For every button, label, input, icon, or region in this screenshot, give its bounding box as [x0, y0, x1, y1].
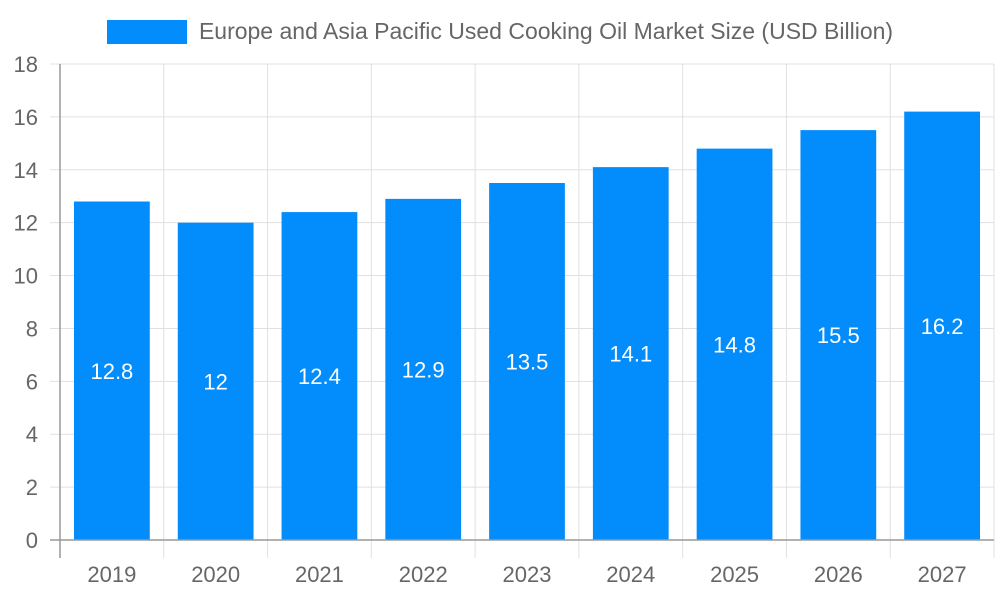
bar-2019[interactable]: [74, 201, 150, 540]
data-label: 12.4: [298, 364, 341, 389]
data-label: 16.2: [921, 314, 964, 339]
x-tick-label: 2019: [87, 562, 136, 587]
y-tick-label: 0: [26, 528, 38, 553]
bar-2026[interactable]: [800, 130, 877, 540]
data-label: 12.8: [90, 359, 133, 384]
x-tick-label: 2020: [191, 562, 240, 587]
bar-2021[interactable]: [281, 212, 358, 541]
y-tick-label: 18: [14, 52, 38, 77]
y-tick-label: 4: [26, 422, 38, 447]
y-tick-label: 16: [14, 105, 38, 130]
data-label: 12.9: [402, 357, 445, 382]
chart-legend: Europe and Asia Pacific Used Cooking Oil…: [0, 18, 1000, 45]
x-tick-label: 2023: [503, 562, 552, 587]
data-label: 12: [203, 369, 227, 394]
data-label: 14.1: [609, 342, 652, 367]
bar-2023[interactable]: [489, 183, 565, 540]
x-tick-label: 2026: [814, 562, 863, 587]
y-tick-label: 14: [14, 158, 38, 183]
data-label: 14.8: [713, 332, 756, 357]
y-tick-label: 10: [14, 264, 38, 289]
y-tick-label: 8: [26, 316, 38, 341]
data-label: 15.5: [817, 323, 860, 348]
bar-2024[interactable]: [592, 167, 669, 540]
y-tick-label: 6: [26, 369, 38, 394]
y-tick-label: 12: [14, 211, 38, 236]
bar-2022[interactable]: [385, 198, 462, 540]
bar-2025[interactable]: [696, 148, 773, 540]
bar-2027[interactable]: [904, 111, 980, 540]
legend-swatch[interactable]: [106, 19, 187, 44]
x-tick-label: 2027: [918, 562, 967, 587]
x-tick-label: 2021: [295, 562, 344, 587]
x-tick-label: 2022: [399, 562, 448, 587]
bar-2020[interactable]: [177, 222, 254, 540]
x-tick-label: 2024: [606, 562, 655, 587]
y-tick-label: 2: [26, 475, 38, 500]
legend-label: Europe and Asia Pacific Used Cooking Oil…: [198, 18, 894, 44]
x-tick-label: 2025: [710, 562, 759, 587]
data-label: 13.5: [506, 350, 549, 375]
